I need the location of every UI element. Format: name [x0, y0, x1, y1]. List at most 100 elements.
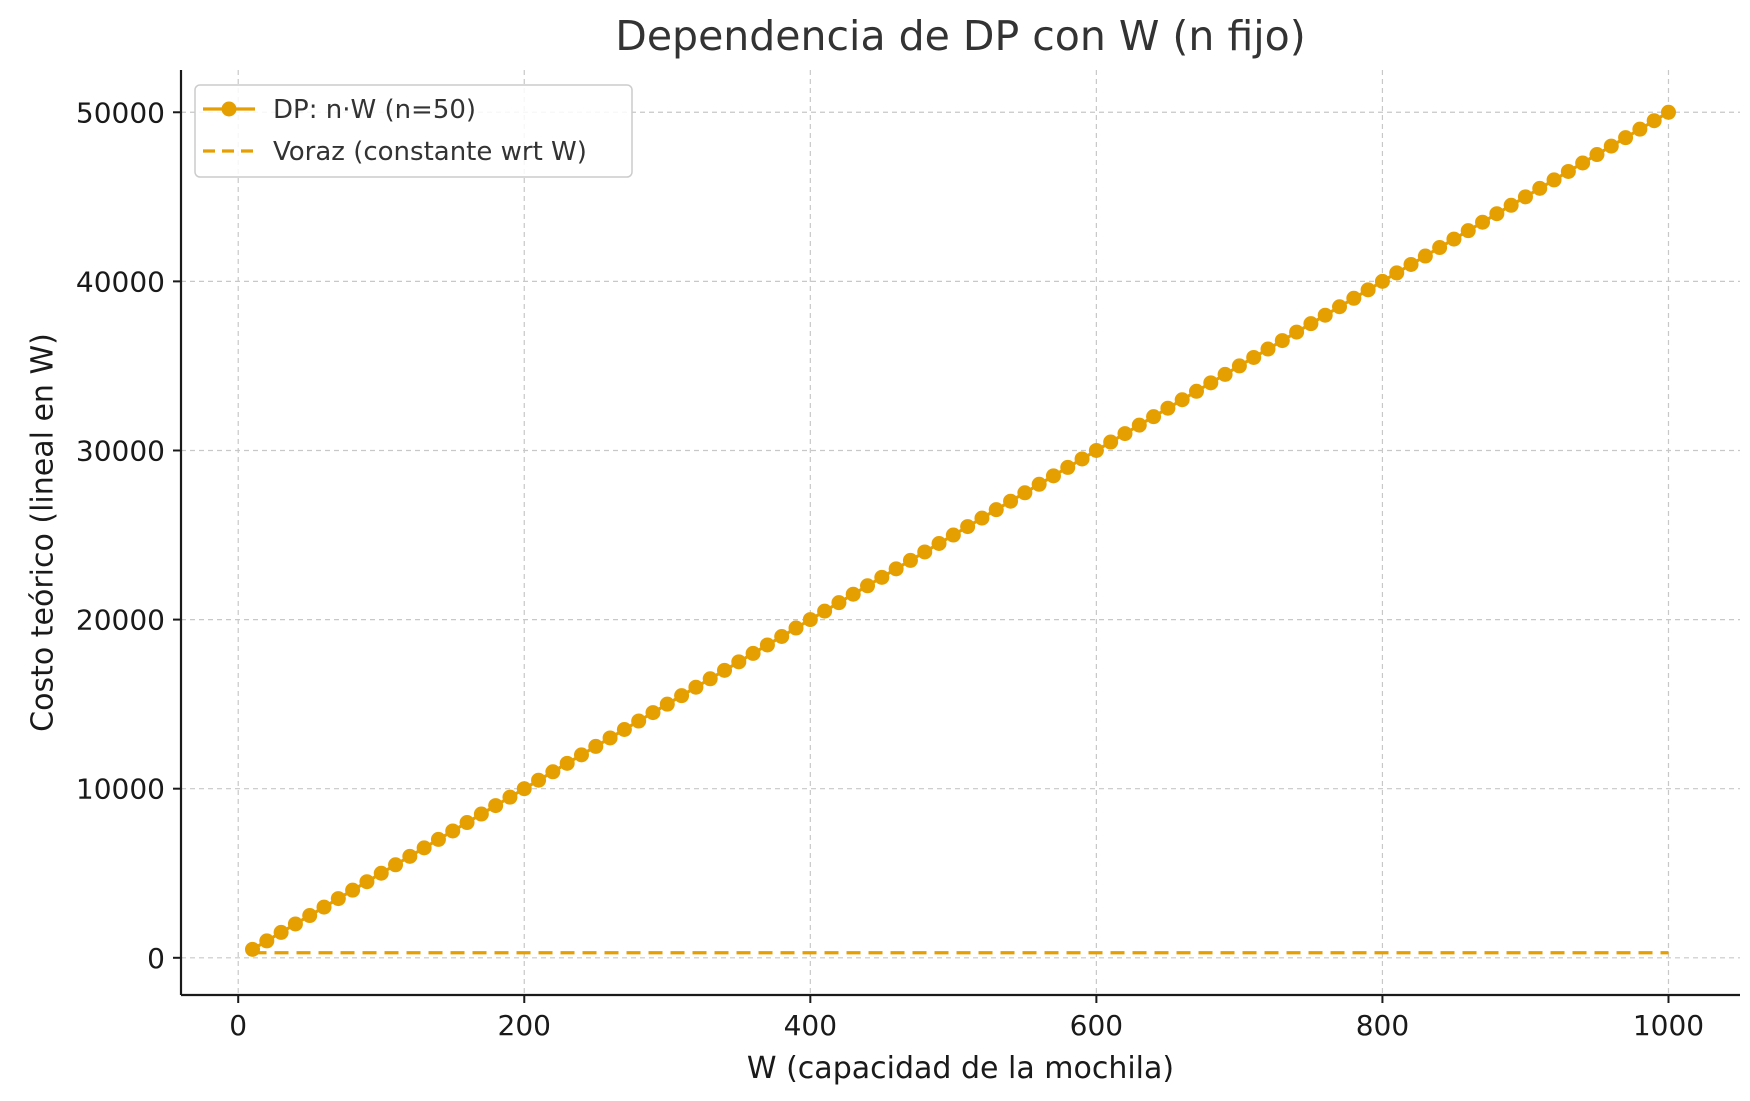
data-point — [1546, 172, 1562, 188]
data-point — [1217, 366, 1233, 382]
data-point — [902, 552, 918, 568]
data-point — [831, 595, 847, 611]
data-point — [688, 679, 704, 695]
data-point — [1503, 197, 1519, 213]
data-point — [1346, 290, 1362, 306]
data-point — [1460, 223, 1476, 239]
data-point — [988, 502, 1004, 518]
data-point — [1003, 493, 1019, 509]
data-point — [1303, 316, 1319, 332]
plot-area — [245, 104, 1676, 957]
data-point — [1117, 426, 1133, 442]
data-point — [674, 688, 690, 704]
data-point — [1660, 104, 1676, 120]
data-point — [1260, 341, 1276, 357]
data-point — [273, 924, 289, 940]
data-point — [788, 620, 804, 636]
data-point — [531, 772, 547, 788]
data-point — [559, 755, 575, 771]
y-tick-label: 20000 — [76, 604, 165, 637]
data-point — [1517, 189, 1533, 205]
data-point — [845, 586, 861, 602]
data-point — [1575, 155, 1591, 171]
y-tick-label: 30000 — [76, 434, 165, 467]
data-point — [388, 857, 404, 873]
data-point — [573, 747, 589, 763]
data-point — [502, 789, 518, 805]
data-point — [659, 696, 675, 712]
data-point — [616, 722, 632, 738]
data-point — [1203, 375, 1219, 391]
data-point — [602, 730, 618, 746]
data-point — [516, 781, 532, 797]
data-point — [1475, 214, 1491, 230]
data-point — [1446, 231, 1462, 247]
y-tick-label: 40000 — [76, 265, 165, 298]
data-point — [1432, 240, 1448, 256]
data-point — [1131, 417, 1147, 433]
data-point — [702, 671, 718, 687]
data-point — [302, 908, 318, 924]
data-point — [330, 891, 346, 907]
data-point — [1274, 333, 1290, 349]
data-point — [1374, 273, 1390, 289]
data-point — [1618, 130, 1634, 146]
data-point — [759, 637, 775, 653]
data-point — [1074, 451, 1090, 467]
data-point — [545, 764, 561, 780]
x-tick-label: 800 — [1356, 1009, 1409, 1042]
data-point — [1289, 324, 1305, 340]
y-axis-label: Costo teórico (lineal en W) — [26, 333, 61, 732]
data-point — [245, 941, 261, 957]
data-point — [874, 569, 890, 585]
x-tick-label: 600 — [1070, 1009, 1123, 1042]
data-point — [1188, 383, 1204, 399]
data-point — [745, 645, 761, 661]
data-point — [430, 831, 446, 847]
data-point — [1417, 248, 1433, 264]
legend-label-2: Voraz (constante wrt W) — [273, 137, 587, 167]
x-axis-label: W (capacidad de la mochila) — [747, 1051, 1174, 1086]
data-point — [1045, 468, 1061, 484]
data-point — [459, 815, 475, 831]
legend: DP: n·W (n=50) Voraz (constante wrt W) — [194, 84, 633, 178]
data-point — [1317, 307, 1333, 323]
data-point — [488, 798, 504, 814]
data-point — [1403, 256, 1419, 272]
data-point — [1174, 392, 1190, 408]
chart-title: Dependencia de DP con W (n fijo) — [615, 12, 1306, 60]
data-point — [1389, 265, 1405, 281]
data-point — [1146, 409, 1162, 425]
data-point — [1017, 485, 1033, 501]
legend-marker-1 — [221, 101, 237, 117]
data-point — [917, 544, 933, 560]
y-tick-label: 0 — [147, 942, 165, 975]
data-point — [1589, 147, 1605, 163]
data-point — [717, 662, 733, 678]
legend-box — [194, 84, 633, 178]
data-point — [631, 713, 647, 729]
data-point — [945, 527, 961, 543]
data-point — [1532, 180, 1548, 196]
data-point — [1246, 349, 1262, 365]
data-point — [774, 628, 790, 644]
y-tick-label: 50000 — [76, 96, 165, 129]
data-point — [974, 510, 990, 526]
grid — [181, 70, 1740, 995]
data-point — [931, 535, 947, 551]
data-point — [817, 603, 833, 619]
data-point — [1560, 163, 1576, 179]
data-point — [359, 874, 375, 890]
data-point — [1103, 434, 1119, 450]
data-point — [1603, 138, 1619, 154]
data-point — [1632, 121, 1648, 137]
data-point — [316, 899, 332, 915]
data-point — [259, 933, 275, 949]
data-point — [1231, 358, 1247, 374]
data-point — [1360, 282, 1376, 298]
data-point — [1646, 113, 1662, 129]
data-point — [416, 840, 432, 856]
data-point — [588, 738, 604, 754]
data-point — [373, 865, 389, 881]
